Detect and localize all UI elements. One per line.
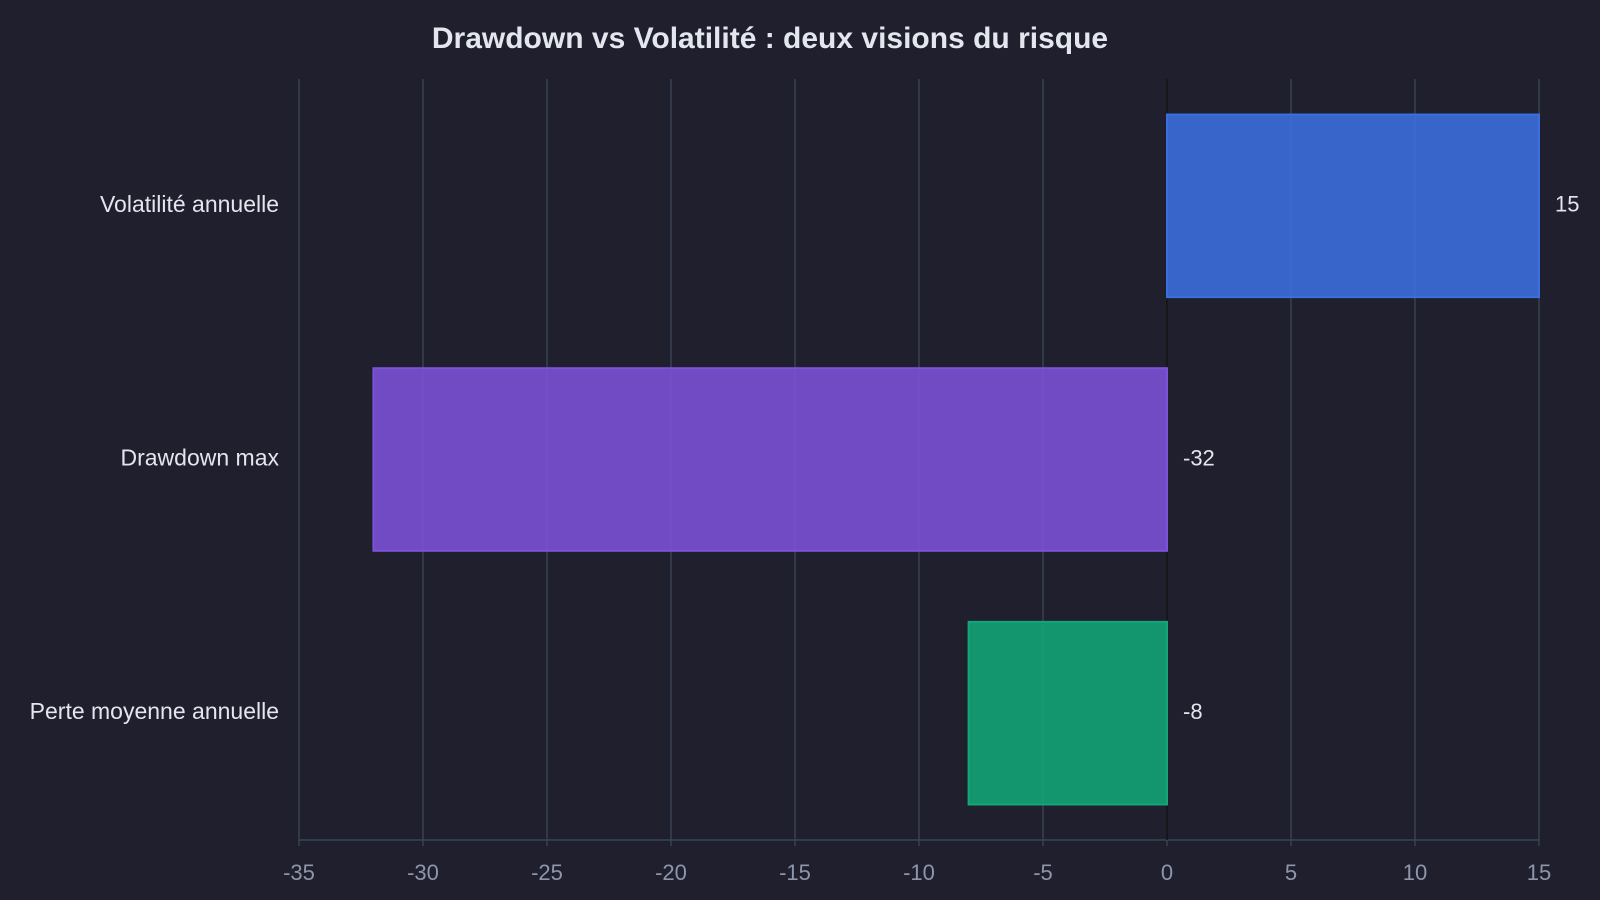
y-tick-label: Drawdown max — [121, 445, 280, 471]
chart-title: Drawdown vs Volatilité : deux visions du… — [432, 22, 1108, 55]
value-label: -8 — [1183, 699, 1203, 724]
x-tick-label: -30 — [407, 860, 439, 885]
value-label: -32 — [1183, 445, 1215, 470]
x-tick-label: 15 — [1527, 860, 1551, 885]
x-tick-label: 5 — [1285, 860, 1297, 885]
y-tick-label: Volatilité annuelle — [100, 191, 279, 217]
y-tick-label: Perte moyenne annuelle — [30, 698, 279, 724]
bar — [1166, 113, 1540, 299]
x-tick-label: -20 — [655, 860, 687, 885]
x-tick-label: -15 — [779, 860, 811, 885]
bar — [372, 367, 1168, 552]
bar — [967, 620, 1168, 806]
x-tick-label: 0 — [1161, 860, 1173, 885]
x-tick-label: -25 — [531, 860, 563, 885]
x-tick-label: -5 — [1033, 860, 1053, 885]
x-tick-label: -10 — [903, 860, 935, 885]
x-tick-label: -35 — [283, 860, 315, 885]
x-tick-label: 10 — [1403, 860, 1427, 885]
value-label: 15 — [1555, 192, 1579, 217]
